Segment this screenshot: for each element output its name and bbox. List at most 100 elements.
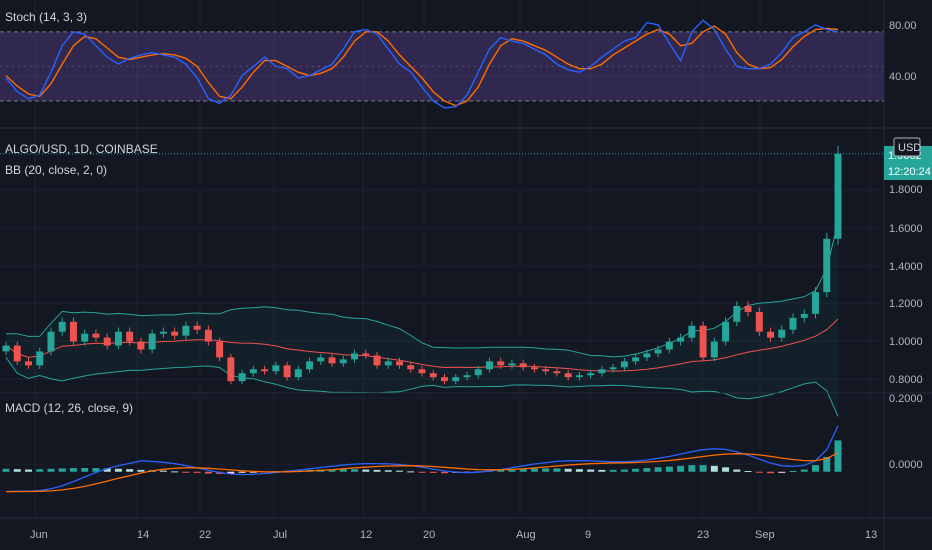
macd-histogram-bar [530,468,538,472]
candle-body [306,361,314,370]
price-tick: 1.2000 [889,298,923,310]
candle-body [767,331,775,338]
macd-histogram-bar [238,471,246,473]
time-tick: Sep [755,529,775,541]
macd-histogram-bar [722,467,730,472]
macd-tick: 0.0000 [889,459,923,471]
candle-body [812,292,819,314]
macd-histogram-bar [418,471,426,473]
candle-body [81,333,89,342]
candle-body [542,369,550,372]
macd-histogram-bar [36,469,44,472]
macd-histogram-bar [429,471,437,473]
macd-histogram-bar [733,469,741,472]
candle-body [261,369,269,372]
candle-body [632,357,640,362]
candle-body [665,341,673,350]
macd-histogram-bar [755,471,763,473]
macd-histogram-bar [699,465,707,472]
candle-body [339,359,347,364]
candle-body [463,375,471,378]
candle-body [407,365,415,370]
macd-histogram-bar [126,469,134,472]
macd-histogram-bar [587,469,595,472]
candle-body [272,365,280,372]
bb-fill [6,221,838,417]
time-tick: Aug [516,529,536,541]
macd-histogram-bar [384,470,392,472]
countdown-timer: 12:20:24 [888,166,931,178]
candle-body [834,153,842,239]
macd-histogram-bar [823,457,831,472]
price-tick: 1.4000 [889,261,923,273]
macd-histogram-bar [25,469,32,472]
macd-histogram-bar [744,471,752,473]
time-tick: Jul [273,529,287,541]
macd-histogram-bar [519,468,527,472]
time-tick: 9 [585,529,591,541]
candle-body [103,337,111,346]
candle-body [744,305,752,312]
macd-label: MACD (12, 26, close, 9) [5,401,133,415]
candle-body [800,313,808,318]
macd-histogram-bar [620,469,628,472]
candle-body [148,333,156,350]
candle-body [114,331,122,346]
macd-histogram-bar [654,467,662,472]
macd-histogram-bar [407,471,415,473]
macd-histogram-bar [204,471,212,474]
currency-label: USD [898,142,921,154]
candle-body [441,377,448,382]
candle-body [193,325,201,330]
candle-body [530,367,538,370]
candle-body [497,361,505,366]
macd-histogram-bar [564,468,572,472]
signal-line [6,452,839,493]
candle-body [620,361,628,368]
candle-body [36,351,44,366]
candle-body [249,369,257,374]
candle-body [373,355,381,366]
macd-histogram-bar [171,471,179,473]
macd-histogram-bar [114,468,122,472]
macd-histogram-bar [351,469,359,472]
currency-button[interactable] [893,137,921,157]
candle-body [654,349,662,354]
bb-lower [5,357,839,417]
macd-line [5,425,839,493]
price-tick: 1.6000 [889,223,923,235]
candle-body [755,311,763,332]
candle-body [384,361,392,366]
candle-body [58,321,66,332]
macd-histogram-bar [497,469,505,472]
candle-body [294,369,302,378]
macd-histogram-bar [575,469,583,472]
time-tick: 20 [423,529,435,541]
macd-histogram-bar [249,471,257,473]
macd-histogram-bar [508,469,516,472]
macd-histogram-bar [834,440,842,472]
stoch-tick: 80.00 [889,20,917,32]
candle-body [317,357,325,362]
macd-histogram-bar [542,468,550,472]
candle-body [474,369,482,376]
price-panel [0,146,884,417]
macd-histogram-bar [598,469,606,472]
macd-histogram-bar [182,471,190,473]
macd-tick: 0.2000 [889,393,923,405]
macd-histogram-bar [373,469,381,472]
macd-histogram-bar [92,468,100,472]
candle-body [328,357,336,364]
candle-body [643,353,651,358]
macd-histogram-bar [767,471,775,474]
candle-body [609,367,617,370]
candle-body [418,369,426,374]
candle-body [722,321,730,342]
macd-histogram-bar [227,471,235,474]
candle-body [362,353,370,356]
macd-histogram-bar [58,468,66,472]
macd-panel [2,425,842,493]
macd-histogram-bar [159,470,167,472]
macd-histogram-bar [339,469,347,472]
candle-body [2,345,10,352]
